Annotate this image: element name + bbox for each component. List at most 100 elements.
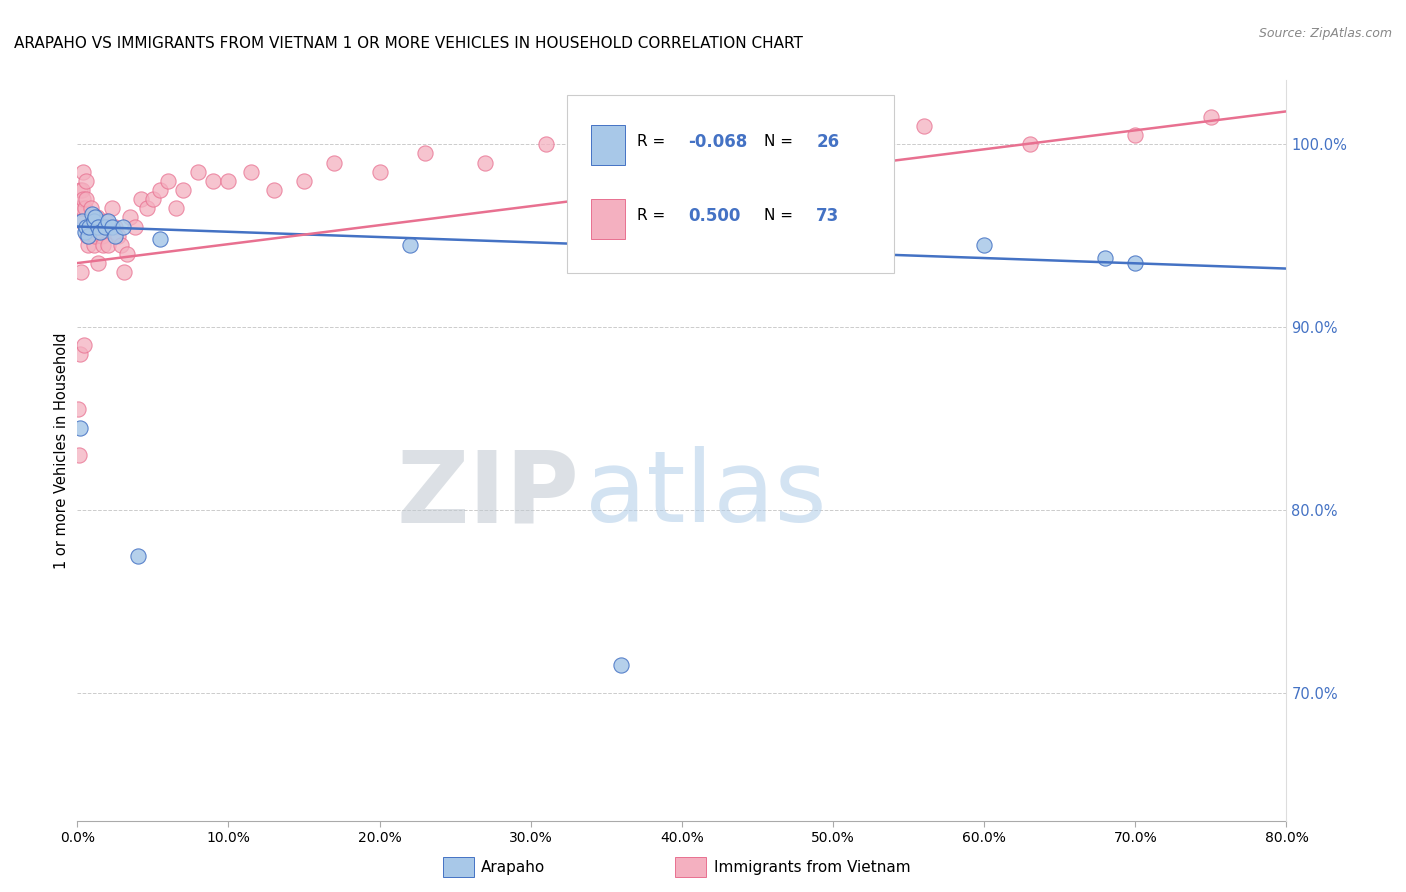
Point — [67, 402, 90, 417]
Point — [101, 201, 124, 215]
Text: Arapaho: Arapaho — [481, 860, 546, 874]
Point — [67, 448, 90, 462]
Point — [70, 214, 93, 228]
Point — [534, 137, 557, 152]
Point — [96, 214, 120, 228]
Point — [75, 219, 97, 234]
Point — [973, 237, 995, 252]
Point — [69, 265, 91, 279]
Point — [474, 155, 496, 169]
Point — [129, 192, 152, 206]
Point — [75, 192, 97, 206]
Point — [1125, 256, 1147, 270]
Point — [202, 174, 225, 188]
Point — [84, 211, 107, 225]
Point — [172, 183, 194, 197]
Text: -0.068: -0.068 — [688, 133, 747, 151]
Point — [142, 192, 165, 206]
Y-axis label: 1 or more Vehicles in Household: 1 or more Vehicles in Household — [53, 332, 69, 569]
Point — [101, 219, 124, 234]
Point — [70, 201, 93, 215]
Text: N =: N = — [763, 134, 799, 149]
Point — [72, 164, 94, 178]
Point — [104, 228, 127, 243]
Bar — [592, 125, 626, 165]
Point — [77, 219, 100, 234]
Point — [107, 228, 129, 243]
Text: ARAPAHO VS IMMIGRANTS FROM VIETNAM 1 OR MORE VEHICLES IN HOUSEHOLD CORRELATION C: ARAPAHO VS IMMIGRANTS FROM VIETNAM 1 OR … — [14, 36, 803, 51]
Point — [69, 183, 91, 197]
Point — [218, 174, 240, 188]
Text: N =: N = — [763, 208, 799, 223]
Point — [84, 228, 107, 243]
Point — [912, 119, 935, 133]
Point — [73, 201, 96, 215]
Point — [149, 183, 172, 197]
Point — [89, 225, 111, 239]
Point — [292, 174, 315, 188]
Text: ZIP: ZIP — [396, 446, 579, 543]
Point — [165, 201, 187, 215]
Point — [149, 232, 172, 246]
Point — [323, 155, 346, 169]
Point — [124, 219, 146, 234]
Point — [120, 211, 142, 225]
Point — [263, 183, 285, 197]
Text: 0.500: 0.500 — [688, 207, 741, 225]
Point — [112, 265, 135, 279]
Point — [72, 192, 94, 206]
Point — [70, 214, 93, 228]
Text: Source: ZipAtlas.com: Source: ZipAtlas.com — [1258, 27, 1392, 40]
Point — [157, 174, 180, 188]
Point — [73, 225, 96, 239]
FancyBboxPatch shape — [567, 95, 894, 273]
Point — [94, 214, 117, 228]
Point — [1094, 251, 1116, 265]
Point — [75, 174, 97, 188]
Text: R =: R = — [637, 208, 671, 223]
Point — [104, 219, 127, 234]
Point — [603, 128, 626, 142]
Point — [610, 658, 633, 673]
Point — [90, 228, 112, 243]
Point — [96, 237, 120, 252]
Point — [115, 247, 138, 261]
Point — [86, 211, 108, 225]
Point — [823, 128, 845, 142]
Point — [413, 146, 436, 161]
Point — [87, 219, 110, 234]
Text: 73: 73 — [815, 207, 839, 225]
Point — [70, 183, 93, 197]
Point — [111, 219, 134, 234]
Point — [87, 256, 110, 270]
Point — [69, 420, 91, 434]
Point — [368, 164, 391, 178]
Point — [82, 207, 104, 221]
Point — [77, 237, 100, 252]
Point — [110, 237, 132, 252]
Bar — [592, 199, 626, 239]
Point — [93, 219, 115, 234]
Point — [187, 164, 209, 178]
Point — [127, 549, 149, 563]
Point — [135, 201, 157, 215]
Point — [91, 237, 114, 252]
Point — [67, 201, 90, 215]
Point — [73, 338, 96, 352]
Point — [77, 228, 100, 243]
Point — [1018, 137, 1040, 152]
Text: R =: R = — [637, 134, 671, 149]
Text: Immigrants from Vietnam: Immigrants from Vietnam — [714, 860, 911, 874]
Point — [83, 214, 105, 228]
Point — [83, 237, 105, 252]
Point — [76, 228, 98, 243]
Point — [79, 219, 101, 234]
Text: atlas: atlas — [585, 446, 827, 543]
Point — [1199, 110, 1222, 124]
Point — [80, 201, 103, 215]
Point — [98, 219, 121, 234]
Point — [69, 347, 91, 361]
Point — [671, 137, 693, 152]
Point — [79, 228, 101, 243]
Point — [82, 219, 104, 234]
